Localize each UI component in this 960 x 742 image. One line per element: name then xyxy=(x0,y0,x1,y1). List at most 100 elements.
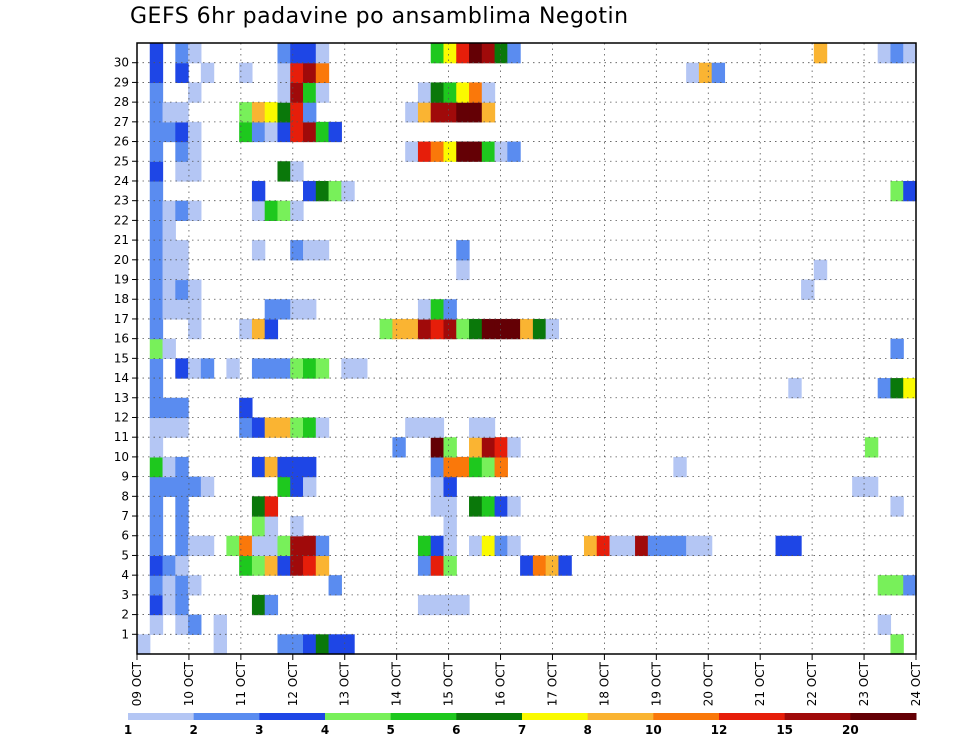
heatmap-cell xyxy=(469,102,483,123)
heatmap-cell xyxy=(175,614,189,635)
heatmap-cell xyxy=(481,417,496,438)
heatmap-cell xyxy=(890,43,904,64)
heatmap-cell xyxy=(813,259,828,281)
heatmap-cell xyxy=(188,358,202,379)
x-tick-label: 17 OCT xyxy=(545,661,559,706)
heatmap-cell xyxy=(251,496,266,517)
heatmap-cell xyxy=(162,299,176,320)
heatmap-cell xyxy=(162,397,176,419)
y-tick-label: 5 xyxy=(121,548,129,562)
heatmap-cell xyxy=(149,43,164,64)
heatmap-cell xyxy=(788,378,802,399)
heatmap-cell xyxy=(290,555,304,576)
heatmap-cell xyxy=(417,555,432,576)
heatmap-cell xyxy=(430,456,445,478)
heatmap-cell xyxy=(251,200,266,221)
heatmap-cell xyxy=(175,555,189,576)
x-tick-label: 09 OCT xyxy=(130,661,144,706)
heatmap-cell xyxy=(277,456,291,478)
heatmap-cell xyxy=(456,82,470,103)
x-tick-label: 18 OCT xyxy=(597,661,611,706)
heatmap-cell xyxy=(417,417,432,438)
heatmap-cell xyxy=(149,259,164,281)
heatmap-cell xyxy=(277,62,291,84)
y-tick-label: 17 xyxy=(114,312,129,326)
heatmap-cell xyxy=(290,358,304,379)
heatmap-cell xyxy=(481,141,496,162)
heatmap-cell xyxy=(251,417,266,438)
heatmap-cell xyxy=(175,299,189,320)
heatmap-cell xyxy=(149,62,164,84)
heatmap-cell xyxy=(890,634,904,655)
heatmap-cell xyxy=(264,594,279,616)
heatmap-cell xyxy=(175,397,189,419)
y-tick-label: 20 xyxy=(114,253,129,267)
chart-title: GEFS 6hr padavine po ansamblima Negotin xyxy=(130,4,629,29)
heatmap-cell xyxy=(277,535,291,557)
heatmap-cell xyxy=(430,594,445,616)
heatmap-cell xyxy=(303,43,317,64)
heatmap-cell xyxy=(469,535,483,557)
y-tick-label: 9 xyxy=(121,470,129,484)
legend-label: 20 xyxy=(842,723,859,737)
heatmap-cell xyxy=(251,456,266,478)
heatmap-cell xyxy=(303,535,317,557)
heatmap-cell xyxy=(673,535,687,557)
heatmap-cell xyxy=(430,141,445,162)
heatmap-cell xyxy=(481,496,496,517)
heatmap-cell xyxy=(469,141,483,162)
heatmap-cell xyxy=(175,575,189,596)
heatmap-cell xyxy=(507,496,521,517)
heatmap-cell xyxy=(417,535,432,557)
heatmap-cell xyxy=(251,121,266,143)
heatmap-cell xyxy=(251,516,266,537)
heatmap-cell xyxy=(162,200,176,221)
heatmap-cell xyxy=(175,456,189,478)
heatmap-cell xyxy=(532,555,547,576)
legend-swatch xyxy=(653,713,720,720)
heatmap-cell xyxy=(405,102,419,123)
heatmap-cell xyxy=(354,358,368,379)
heatmap-cell xyxy=(290,121,304,143)
heatmap-cell xyxy=(149,338,164,359)
heatmap-cell xyxy=(494,318,508,340)
heatmap-cell xyxy=(443,476,457,497)
heatmap-cell xyxy=(711,62,726,84)
heatmap-cell xyxy=(456,43,470,64)
heatmap-cell xyxy=(251,358,266,379)
y-tick-label: 10 xyxy=(114,450,129,464)
y-tick-label: 26 xyxy=(114,135,129,149)
heatmap-cell xyxy=(149,200,164,221)
heatmap-cell xyxy=(303,240,317,261)
legend-swatch xyxy=(587,713,654,720)
heatmap-cell xyxy=(417,299,432,320)
y-tick-label: 29 xyxy=(114,75,129,89)
legend-swatch xyxy=(522,713,589,720)
heatmap-cell xyxy=(162,594,176,616)
y-tick-label: 25 xyxy=(114,154,129,168)
x-tick-label: 15 OCT xyxy=(442,661,456,706)
heatmap-cell xyxy=(315,180,330,202)
heatmap-cell xyxy=(443,437,457,458)
heatmap-cell xyxy=(149,476,164,497)
heatmap-cell xyxy=(583,535,598,557)
heatmap-cell xyxy=(775,535,789,557)
heatmap-cell xyxy=(430,82,445,103)
y-tick-label: 27 xyxy=(114,115,129,129)
heatmap-cell xyxy=(315,417,330,438)
heatmap-cell xyxy=(341,634,355,655)
heatmap-cell xyxy=(162,456,176,478)
heatmap-cell xyxy=(188,43,202,64)
heatmap-cell xyxy=(481,318,496,340)
y-tick-label: 8 xyxy=(121,489,129,503)
y-tick-label: 2 xyxy=(121,608,129,622)
heatmap-cell xyxy=(443,594,457,616)
heatmap-cell xyxy=(494,456,508,478)
heatmap-cell xyxy=(788,535,802,557)
heatmap-cell xyxy=(430,535,445,557)
heatmap-cell xyxy=(162,259,176,281)
heatmap-cell xyxy=(864,437,879,458)
heatmap-cell xyxy=(341,180,355,202)
y-tick-label: 19 xyxy=(114,273,129,287)
heatmap-cell xyxy=(469,82,483,103)
